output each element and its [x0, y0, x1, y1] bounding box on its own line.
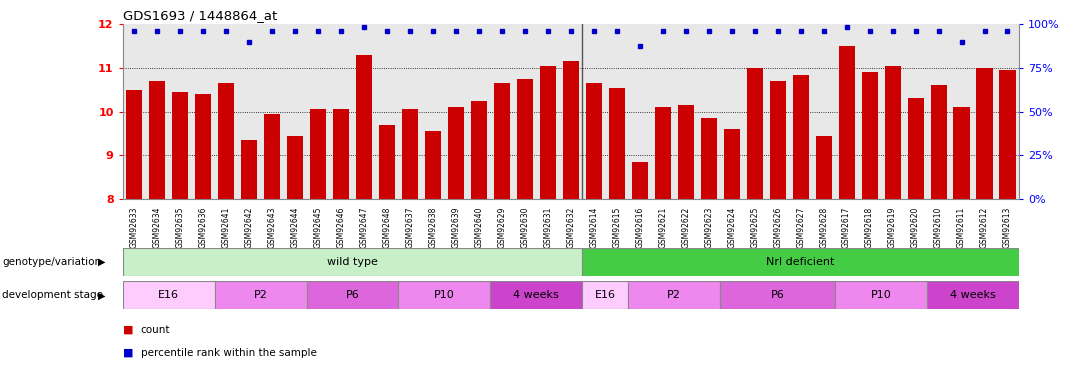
- Bar: [149, 81, 165, 199]
- Bar: [609, 88, 625, 199]
- Text: P10: P10: [434, 290, 455, 300]
- Bar: [586, 83, 602, 199]
- Bar: [861, 72, 878, 199]
- Bar: [448, 107, 464, 199]
- Bar: [264, 114, 281, 199]
- Text: 4 weeks: 4 weeks: [950, 290, 996, 300]
- Bar: [815, 135, 831, 199]
- Bar: [976, 68, 992, 199]
- Text: development stage: development stage: [2, 290, 103, 300]
- Bar: [123, 281, 214, 309]
- Bar: [562, 62, 579, 199]
- Text: P2: P2: [667, 290, 681, 300]
- Text: percentile rank within the sample: percentile rank within the sample: [141, 348, 317, 357]
- Bar: [123, 248, 583, 276]
- Bar: [835, 281, 927, 309]
- Text: P6: P6: [346, 290, 360, 300]
- Bar: [930, 86, 946, 199]
- Bar: [287, 135, 303, 199]
- Bar: [1000, 70, 1016, 199]
- Text: P2: P2: [254, 290, 268, 300]
- Bar: [908, 99, 924, 199]
- Bar: [701, 118, 717, 199]
- Bar: [723, 129, 739, 199]
- Text: count: count: [141, 325, 171, 335]
- Text: GDS1693 / 1448864_at: GDS1693 / 1448864_at: [123, 9, 277, 22]
- Bar: [632, 162, 648, 199]
- Bar: [172, 92, 188, 199]
- Text: 4 weeks: 4 weeks: [513, 290, 559, 300]
- Text: wild type: wild type: [328, 256, 378, 267]
- Bar: [356, 55, 372, 199]
- Bar: [583, 281, 628, 309]
- Bar: [540, 66, 556, 199]
- Bar: [471, 100, 487, 199]
- Text: P6: P6: [770, 290, 784, 300]
- Text: ■: ■: [123, 325, 133, 335]
- Bar: [218, 83, 234, 199]
- Bar: [793, 75, 809, 199]
- Text: ▶: ▶: [98, 256, 106, 267]
- Bar: [425, 131, 441, 199]
- Bar: [769, 81, 785, 199]
- Bar: [402, 110, 418, 199]
- Bar: [839, 46, 855, 199]
- Bar: [398, 281, 491, 309]
- Bar: [195, 94, 211, 199]
- Text: ▶: ▶: [98, 290, 106, 300]
- Bar: [583, 248, 1019, 276]
- Bar: [491, 281, 583, 309]
- Bar: [628, 281, 720, 309]
- Text: E16: E16: [158, 290, 179, 300]
- Bar: [516, 79, 532, 199]
- Bar: [678, 105, 694, 199]
- Text: P10: P10: [871, 290, 891, 300]
- Text: E16: E16: [594, 290, 616, 300]
- Bar: [379, 124, 395, 199]
- Bar: [494, 83, 510, 199]
- Text: genotype/variation: genotype/variation: [2, 256, 101, 267]
- Bar: [927, 281, 1019, 309]
- Bar: [747, 68, 763, 199]
- Text: Nrl deficient: Nrl deficient: [766, 256, 834, 267]
- Bar: [954, 107, 970, 199]
- Bar: [720, 281, 835, 309]
- Bar: [310, 110, 327, 199]
- Bar: [655, 107, 671, 199]
- Bar: [333, 110, 349, 199]
- Bar: [306, 281, 398, 309]
- Text: ■: ■: [123, 348, 133, 357]
- Bar: [885, 66, 901, 199]
- Bar: [241, 140, 257, 199]
- Bar: [126, 90, 142, 199]
- Bar: [214, 281, 306, 309]
